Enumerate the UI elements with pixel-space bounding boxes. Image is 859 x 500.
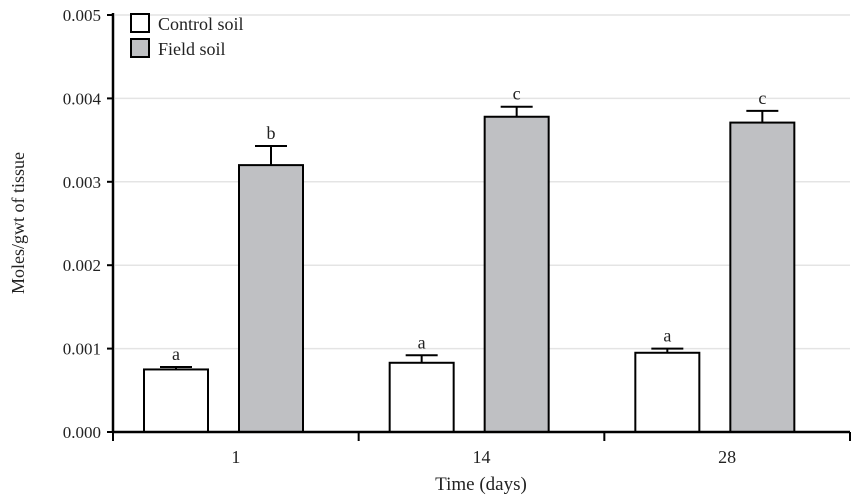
significance-label: c [758,88,766,108]
y-tick-label: 0.005 [63,6,101,25]
significance-label: a [418,332,426,352]
legend-label-field: Field soil [158,39,226,59]
x-tick-label: 14 [473,447,491,467]
x-tick-label: 28 [718,447,736,467]
bar [238,164,304,433]
legend: Control soil Field soil [130,13,244,59]
y-tick-label: 0.004 [63,89,102,108]
bar [634,351,701,433]
y-tick-label: 0.002 [63,256,101,275]
legend-label-control: Control soil [158,14,244,34]
bar [388,361,455,434]
x-axis-label: Time (days) [435,474,527,495]
significance-label: a [172,344,180,364]
significance-label: c [513,84,521,104]
significance-label: a [663,326,671,346]
y-axis-label: Moles/gwt of tissue [8,152,28,294]
x-tick-label: 1 [231,447,240,467]
y-tick-label: 0.003 [63,173,101,192]
bar [729,121,796,433]
y-tick-label: 0.001 [63,340,101,359]
legend-swatch-field [130,38,150,58]
significance-label: b [267,123,276,143]
bar [483,115,550,434]
bar [143,368,209,434]
legend-swatch-control [130,13,150,33]
y-tick-label: 0.000 [63,423,101,442]
